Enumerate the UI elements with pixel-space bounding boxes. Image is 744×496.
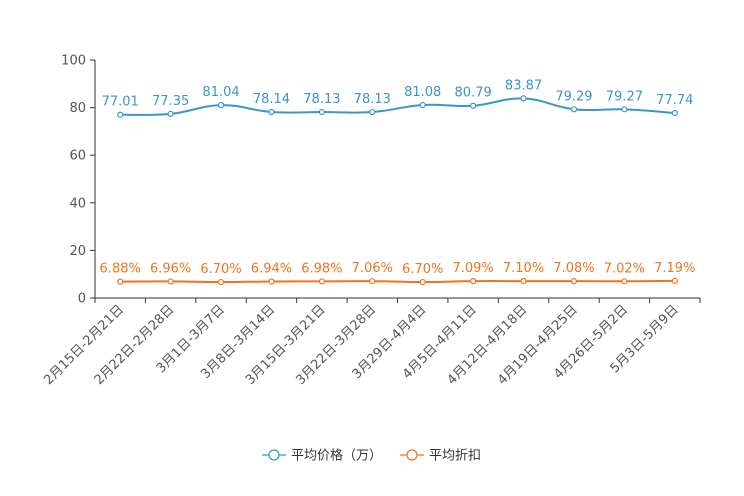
y-tick-label: 60 [69, 149, 86, 164]
data-label: 7.08% [553, 261, 594, 276]
data-label: 7.09% [452, 261, 493, 276]
data-label: 77.01 [102, 95, 139, 110]
data-label: 6.96% [150, 261, 191, 276]
data-point[interactable] [570, 278, 578, 285]
data-label: 6.98% [301, 261, 342, 276]
data-point[interactable] [268, 278, 275, 285]
legend-marker-icon [268, 449, 280, 461]
data-label: 6.88% [100, 262, 141, 277]
data-point[interactable] [117, 278, 124, 285]
data-point[interactable] [671, 109, 678, 117]
data-label: 7.19% [654, 261, 695, 276]
data-point[interactable] [621, 278, 628, 285]
data-point[interactable] [520, 278, 527, 285]
data-label: 7.02% [604, 261, 645, 276]
data-point[interactable] [369, 278, 376, 285]
series-1: 77.01 77.35 81.04 78.14 78.13 78.13 81.08 80.79… [102, 78, 693, 118]
legend-marker-icon [406, 449, 418, 461]
chart-legend[interactable]: 平均价格（万） 平均折扣 [262, 448, 481, 464]
y-tick-label: 20 [69, 244, 86, 259]
data-label: 7.10% [503, 261, 544, 276]
data-point[interactable] [369, 108, 376, 116]
data-label: 6.70% [402, 262, 443, 277]
data-point[interactable] [117, 111, 124, 118]
data-label: 77.35 [152, 94, 189, 109]
series-2: 6.88% 6.96% 6.70% 6.94% 6.98% 7.06% 6.70% 7.09%… [100, 261, 695, 286]
y-tick-label: 40 [69, 196, 86, 211]
legend-label: 平均折扣 [429, 449, 481, 464]
data-point[interactable] [419, 101, 426, 109]
series-line [120, 279, 675, 284]
data-point[interactable] [671, 277, 678, 284]
data-label: 78.13 [354, 92, 391, 107]
data-label: 78.14 [253, 92, 290, 107]
data-label: 78.13 [303, 92, 340, 107]
data-label: 81.04 [202, 85, 239, 100]
legend-item-1[interactable]: 平均价格（万） [262, 448, 382, 464]
data-point[interactable] [268, 108, 275, 116]
data-point[interactable] [470, 102, 477, 109]
data-point[interactable] [167, 110, 174, 118]
data-point[interactable] [419, 278, 426, 286]
y-tick-label: 80 [69, 101, 86, 116]
data-point[interactable] [621, 106, 628, 113]
data-label: 77.74 [656, 93, 693, 108]
data-label: 79.27 [606, 89, 643, 104]
data-label: 80.79 [455, 86, 492, 101]
legend-label: 平均价格（万） [291, 448, 382, 464]
chart-series: 77.01 77.35 81.04 78.14 78.13 78.13 81.08 80.79… [100, 78, 695, 286]
data-point[interactable] [520, 95, 527, 102]
data-point[interactable] [570, 106, 578, 113]
data-point[interactable] [167, 278, 174, 285]
data-point[interactable] [217, 278, 225, 286]
y-tick-label: 0 [78, 292, 86, 307]
data-point[interactable] [318, 108, 325, 116]
data-point[interactable] [470, 278, 477, 285]
data-label: 79.29 [555, 89, 592, 104]
data-label: 7.06% [352, 261, 393, 276]
data-label: 6.70% [200, 262, 241, 277]
y-tick-label: 100 [61, 54, 86, 69]
data-label: 81.08 [404, 85, 441, 100]
series-line [120, 97, 675, 116]
legend-item-2[interactable]: 平均折扣 [400, 449, 481, 464]
data-point[interactable] [318, 278, 325, 285]
data-label: 83.87 [505, 78, 542, 93]
data-label: 6.94% [251, 261, 292, 276]
data-point[interactable] [217, 102, 225, 109]
